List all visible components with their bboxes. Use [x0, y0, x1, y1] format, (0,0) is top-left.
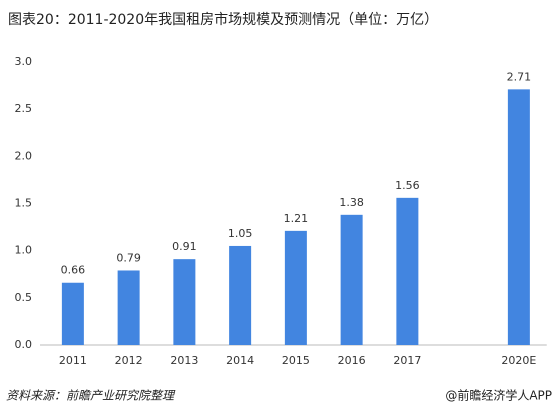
y-tick-label: 0.5	[15, 291, 33, 304]
x-tick-label: 2016	[338, 354, 366, 367]
bar	[507, 89, 530, 346]
chart-title: 图表20：2011-2020年我国租房市场规模及预测情况（单位：万亿）	[8, 11, 438, 28]
bar	[229, 245, 252, 345]
value-label: 1.21	[284, 212, 309, 225]
value-label: 1.05	[228, 227, 253, 240]
bar	[340, 214, 363, 345]
value-label: 0.66	[61, 264, 86, 277]
bar	[396, 197, 419, 345]
bar	[173, 259, 196, 345]
bar	[117, 270, 140, 345]
y-tick-label: 2.0	[15, 149, 33, 162]
x-tick-label: 2020E	[501, 354, 536, 367]
brand-note: @前瞻经济学人APP	[445, 388, 552, 403]
x-tick-label: 2017	[393, 354, 421, 367]
value-label: 1.56	[395, 179, 420, 192]
x-tick-label: 2011	[59, 354, 87, 367]
source-note: 资料来源：前瞻产业研究院整理	[6, 389, 176, 403]
value-label: 0.79	[116, 251, 141, 264]
value-label: 2.71	[507, 70, 532, 83]
y-tick-label: 3.0	[15, 55, 33, 68]
y-tick-label: 1.5	[15, 197, 33, 210]
x-tick-label: 2012	[115, 354, 143, 367]
y-tick-label: 0.0	[15, 338, 33, 351]
bar	[61, 282, 84, 345]
y-tick-label: 1.0	[15, 244, 33, 257]
value-label: 1.38	[339, 196, 364, 209]
x-tick-label: 2015	[282, 354, 310, 367]
value-label: 0.91	[172, 240, 197, 253]
bar	[284, 230, 307, 345]
x-tick-label: 2014	[226, 354, 254, 367]
y-tick-label: 2.5	[15, 102, 33, 115]
x-tick-label: 2013	[170, 354, 198, 367]
